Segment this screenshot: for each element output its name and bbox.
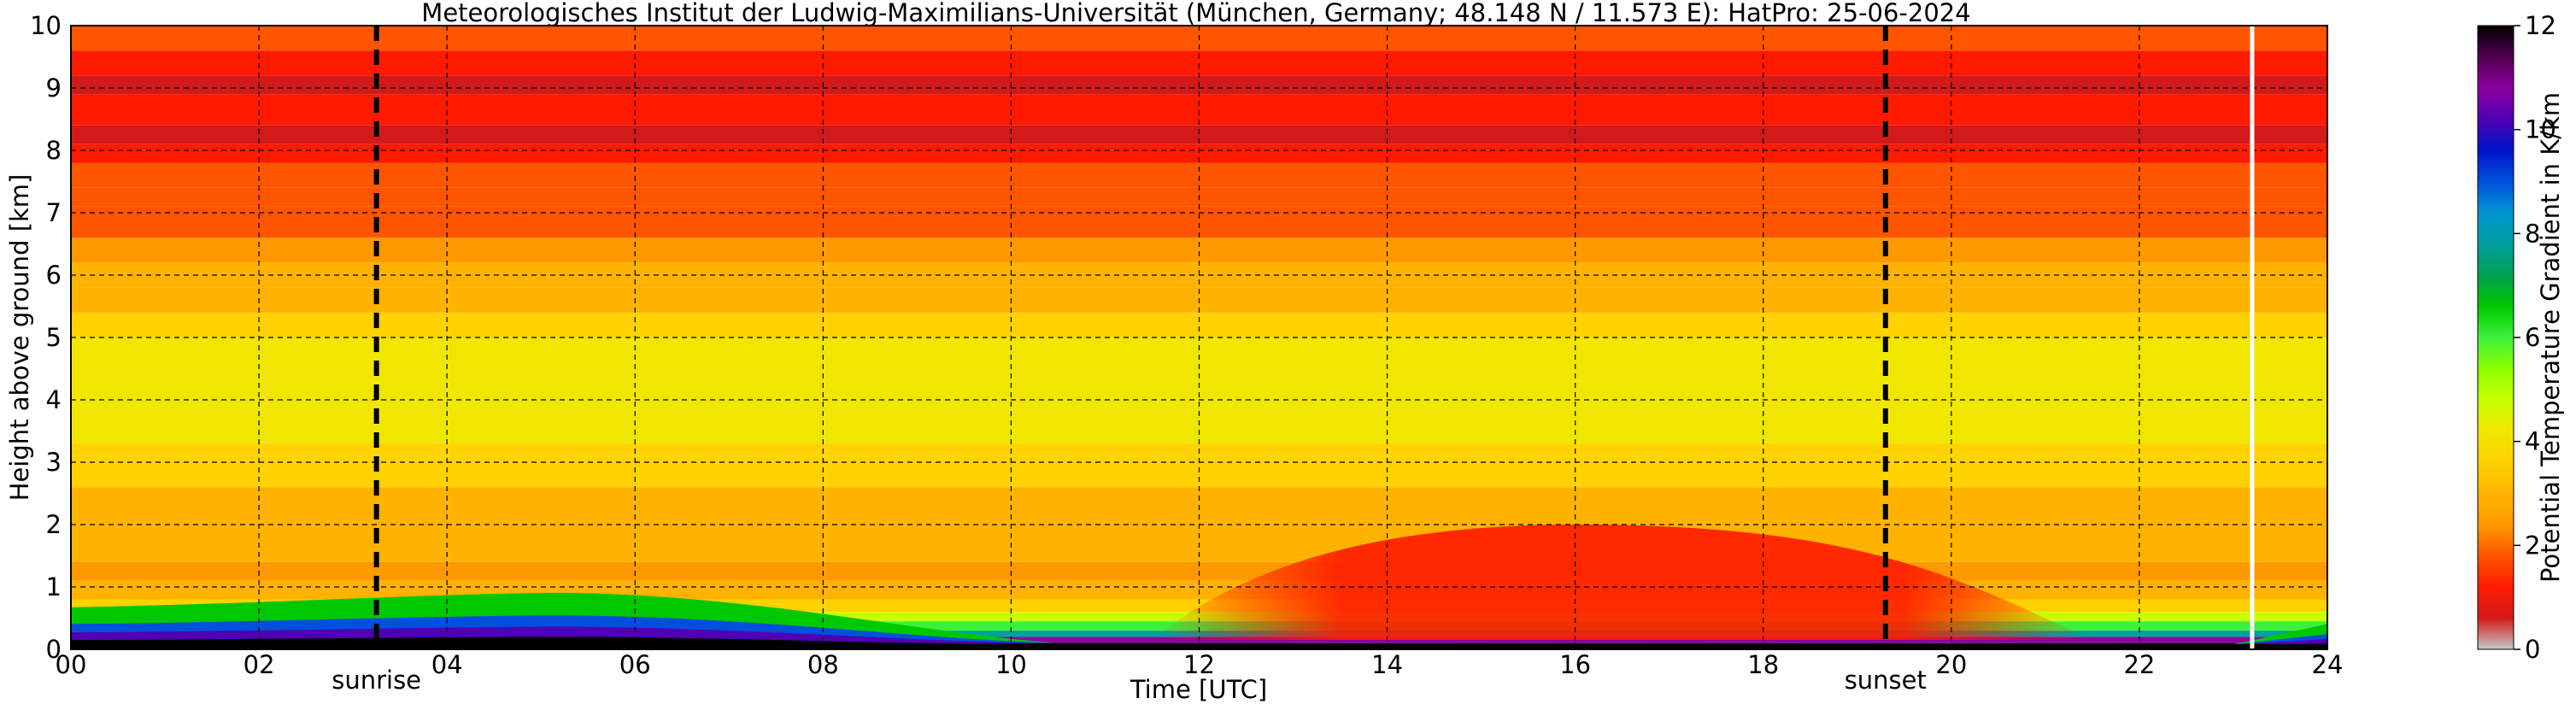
colorbar-tick-label: 0 — [2525, 635, 2540, 664]
x-tick-label: 18 — [1747, 650, 1779, 679]
x-axis-ticks: 00 02 04 06 08 10 12 14 16 18 20 22 24 — [56, 650, 2344, 679]
colorbar-tick-label: 10 — [2525, 115, 2556, 144]
x-tick-label: 04 — [431, 650, 463, 679]
height-layer-16 — [71, 312, 2327, 337]
x-axis-label: Time [UTC] — [1130, 675, 1267, 704]
y-tick-label: 10 — [30, 11, 62, 40]
y-tick-label: 2 — [46, 510, 62, 539]
x-tick-label: 08 — [807, 650, 839, 679]
x-tick-label: 24 — [2312, 650, 2344, 679]
colorbar-tick-label: 6 — [2525, 323, 2540, 352]
y-tick-label: 5 — [46, 323, 62, 352]
x-tick-label: 22 — [2123, 650, 2155, 679]
y-tick-label: 6 — [46, 261, 62, 290]
height-layer-22 — [71, 162, 2327, 188]
y-tick-label: 4 — [46, 385, 62, 414]
x-tick-label: 12 — [1183, 650, 1215, 679]
colorbar-scale — [2477, 25, 2514, 650]
colorbar-ticks: 0 2 4 6 8 10 12 — [2514, 11, 2556, 664]
y-tick-label: 1 — [46, 572, 62, 601]
x-tick-label: 00 — [56, 650, 87, 679]
height-layer-19 — [71, 238, 2327, 263]
colorbar-label: Potential Temperature Gradient in K/km — [2536, 92, 2565, 583]
chart-title: Meteorologisches Institut der Ludwig-Max… — [421, 0, 1970, 27]
plot-frame — [70, 25, 2328, 650]
x-tick-label: 10 — [995, 650, 1027, 679]
sunset-label: sunset — [1845, 666, 1927, 695]
y-tick-label: 9 — [46, 73, 62, 103]
colorbar-tick-label: 2 — [2525, 531, 2540, 560]
colorbar-tick-label: 8 — [2525, 219, 2540, 248]
plot-area — [71, 26, 2327, 649]
y-axis-ticks: 0 1 2 3 4 5 6 7 8 9 10 — [30, 11, 62, 664]
colorbar-tick-label: 4 — [2525, 427, 2540, 456]
y-tick-label: 3 — [46, 448, 62, 477]
sunrise-label: sunrise — [332, 666, 421, 695]
y-axis-label: Height above ground [km] — [5, 174, 34, 502]
height-layer-12 — [71, 412, 2327, 444]
y-tick-label: 8 — [46, 136, 62, 165]
y-tick-label: 0 — [46, 635, 62, 664]
x-tick-label: 20 — [1935, 650, 1967, 679]
grid — [71, 26, 2327, 649]
x-tick-label: 06 — [619, 650, 651, 679]
x-tick-label: 14 — [1371, 650, 1403, 679]
colorbar-tick-label: 12 — [2525, 11, 2556, 40]
y-tick-label: 7 — [46, 198, 62, 227]
colorbar: 0 2 4 6 8 10 12 Potential Temperature Gradient… — [2477, 11, 2565, 664]
x-tick-label: 02 — [244, 650, 275, 679]
x-tick-label: 16 — [1559, 650, 1591, 679]
